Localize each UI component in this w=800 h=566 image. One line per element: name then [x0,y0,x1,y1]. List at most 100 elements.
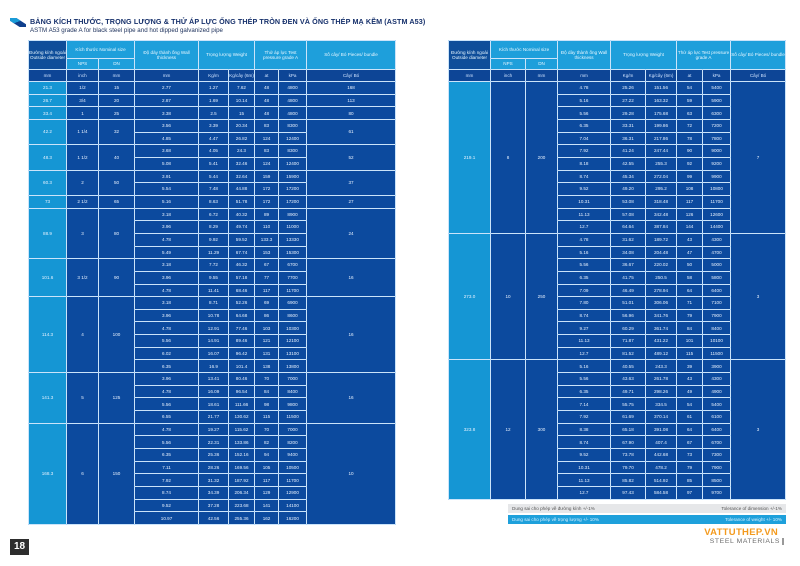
pressure-kpa-cell: 8900 [278,207,308,222]
pressure-kpa-cell: 4300 [702,232,732,247]
pressure-kpa-cell: 8400 [702,321,732,336]
weight-kgm-cell: 12.91 [198,321,230,336]
pressure-kpa-cell: 7300 [702,448,732,462]
tolerance-weight-bar: Dung sai cho phép về trọng lượng +/- 10%… [508,515,786,524]
wall-thickness-cell: 5.56 [134,435,200,450]
weight-kg-per-pipe-cell: 431.22 [645,334,678,348]
weight-kg-per-pipe-cell: 26.82 [228,131,256,146]
weight-kgm-cell: 8.71 [198,296,230,310]
pressure-at-cell: 89 [254,207,280,222]
table-row: 4.78 9.92 59.52 133.3 13330 [29,232,396,247]
outside-diameter-cell: 88.9 [28,207,67,260]
pressure-at-cell: 144 [676,220,704,234]
wall-thickness-cell: 5.56 [557,258,612,272]
wall-thickness-cell: 7.04 [557,131,612,146]
outside-diameter-cell: 141.3 [28,372,67,424]
pressure-at-cell: 172 [254,182,280,196]
pressure-at-cell: 49 [676,384,704,399]
weight-kgm-cell: 18.61 [198,397,230,412]
pressure-kpa-cell: 4900 [702,384,732,399]
pressure-at-cell: 79 [676,460,704,475]
weight-kg-per-pipe-cell: 298.26 [645,384,678,399]
weight-kg-per-pipe-cell: 20.34 [228,118,256,133]
outside-diameter-cell: 73 [28,194,67,209]
pressure-kpa-cell: 6700 [702,435,732,450]
pressure-at-cell: 101 [676,334,704,348]
pressure-kpa-cell: 12400 [278,131,308,146]
pressure-kpa-cell: 10500 [278,460,308,475]
pressure-kpa-cell: 6100 [702,410,732,424]
pressure-at-cell: 85 [676,473,704,487]
weight-kg-per-pipe-cell: 151.56 [645,81,678,95]
table-row: 7.11 28.26 169.56 105 10500 [29,460,396,475]
pressure-at-cell: 79 [676,308,704,323]
tolerance-weight-en: Tolerance of weight +/- 10% [725,517,782,522]
bundle-cell: 3 [730,232,787,361]
weight-kg-per-pipe-cell: 478.2 [645,460,678,475]
weight-kgm-cell: 19.27 [198,422,230,437]
weight-kgm-cell: 21.77 [198,410,230,424]
brand-logo: VATTUTHEP.VN STEEL MATERIALS [690,527,790,557]
bundle-cell: 16 [306,372,397,424]
pressure-kpa-cell: 12400 [278,156,308,171]
weight-kgm-cell: 37.28 [198,498,230,513]
weight-kgm-cell: 11.41 [198,283,230,298]
pressure-at-cell: 39 [676,359,704,374]
weight-kgm-cell: 25.36 [198,448,230,462]
wall-thickness-cell: 7.92 [557,144,612,158]
unit-cell: kPa [702,69,732,82]
header-wall-thickness: Độ dày thành ống Wall thickness [557,40,612,70]
weight-kg-per-pipe-cell: 514.92 [645,473,678,487]
header-bundle: Số cây/ Bó Pieces/ bundle [730,40,787,70]
pressure-at-cell: 124 [254,131,280,146]
weight-kg-per-pipe-cell: 255.36 [228,511,256,525]
header-test-pressure: Thử áp lực Test pressure grade A [254,40,308,70]
pressure-at-cell: 67 [254,258,280,272]
wall-thickness-cell: 7.14 [557,397,612,412]
dn-cell: 300 [524,359,559,500]
wall-thickness-cell: 5.08 [134,156,200,171]
pressure-kpa-cell: 8300 [278,118,308,133]
dn-cell: 65 [97,194,136,209]
weight-kg-per-pipe-cell: 32.64 [228,169,256,184]
wall-thickness-cell: 9.52 [557,182,612,196]
wall-thickness-cell: 4.78 [134,283,200,298]
pressure-kpa-cell: 13800 [278,359,308,374]
wall-thickness-cell: 5.56 [134,397,200,412]
pressure-kpa-cell: 7700 [278,270,308,285]
weight-kg-per-pipe-cell: 217.86 [645,131,678,146]
weight-kg-per-pipe-cell: 77.46 [228,321,256,336]
weight-kgm-cell: 73.78 [610,448,647,462]
pressure-at-cell: 61 [676,410,704,424]
wall-thickness-cell: 6.55 [134,410,200,424]
pressure-kpa-cell: 4800 [278,81,308,95]
wall-thickness-cell: 12.7 [557,220,612,234]
weight-kg-per-pipe-cell: 387.84 [645,220,678,234]
pressure-kpa-cell: 9200 [702,156,732,171]
pressure-kpa-cell: 14400 [702,220,732,234]
weight-kg-per-pipe-cell: 15 [228,106,256,120]
pressure-at-cell: 83 [254,144,280,158]
pressure-kpa-cell: 8600 [278,308,308,323]
weight-kgm-cell: 31.62 [610,232,647,247]
wall-thickness-cell: 4.78 [557,232,612,247]
weight-kgm-cell: 1.27 [198,81,230,95]
nps-cell: 8 [490,81,526,234]
pressure-at-cell: 110 [254,220,280,234]
table-row: 5.16 34.08 204.48 47 4700 [449,245,786,260]
weight-kgm-cell: 79.70 [610,460,647,475]
table-row: 42.2 1 1/4 32 3.56 3.39 20.34 83 8300 61 [28,118,397,146]
title-stripe-icon [10,18,26,27]
pressure-kpa-cell: 11000 [278,220,308,234]
weight-kgm-cell: 49.20 [610,182,647,196]
wall-thickness-cell: 10.97 [134,511,200,525]
header-test-pressure: Thử áp lực Test pressure grade A [676,40,732,70]
pressure-at-cell: 48 [254,93,280,108]
bundle-cell: 61 [306,118,397,146]
weight-kg-per-pipe-cell: 189.72 [645,232,678,247]
pressure-at-cell: 105 [254,460,280,475]
pressure-at-cell: 98 [254,397,280,412]
tolerance-dimension-en: Tolerance of dimension +/-1% [721,506,782,511]
dn-cell: 150 [97,422,136,525]
weight-kgm-cell: 71.87 [610,334,647,348]
